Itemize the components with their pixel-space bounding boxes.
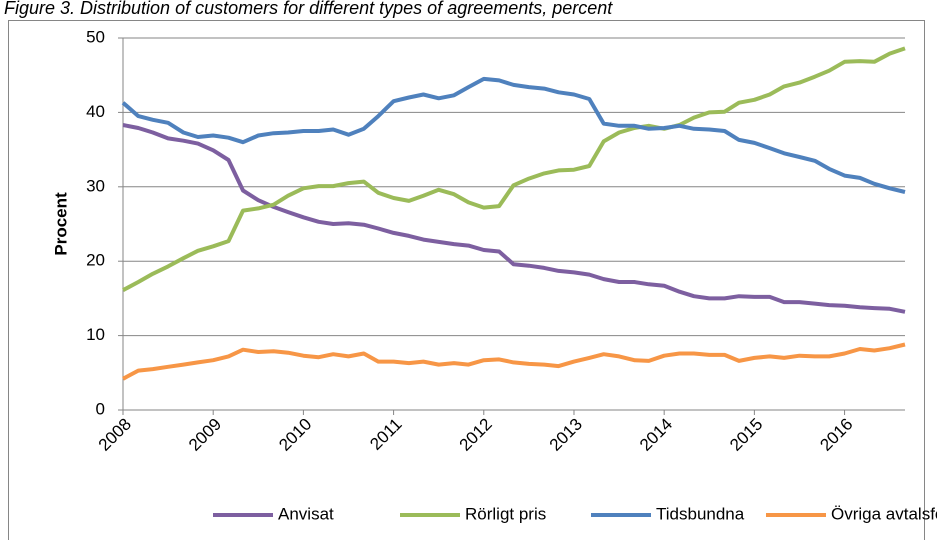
x-tick-label: 2015 [726,415,766,455]
y-tick-label: 0 [96,399,105,418]
legend-label: Rörligt pris [465,504,546,523]
x-tick-label: 2016 [816,415,856,455]
y-tick-label: 20 [86,251,105,270]
x-tick-label: 2014 [636,415,676,455]
series-line [122,123,906,314]
y-tick-label: 50 [86,27,105,46]
legend-label: Övriga avtalsformer [831,504,937,523]
legend-label: Tidsbundna [656,504,745,523]
x-tick-label: 2011 [366,415,405,454]
chart-border [8,20,925,540]
y-axis-label: Procent [51,192,70,256]
y-tick-label: 40 [86,102,105,121]
chart-title: Figure 3. Distribution of customers for … [4,0,613,18]
x-tick-label: 2008 [95,415,135,455]
x-tick-label: 2010 [275,415,315,455]
y-tick-label: 30 [86,176,105,195]
x-tick-label: 2012 [456,415,496,455]
y-tick-label: 10 [86,325,105,344]
series-line [121,76,906,194]
x-tick-label: 2009 [185,415,225,455]
x-tick-label: 2013 [546,415,586,455]
series-line [122,342,906,381]
legend-label: Anvisat [278,504,334,523]
series-line [122,46,906,292]
